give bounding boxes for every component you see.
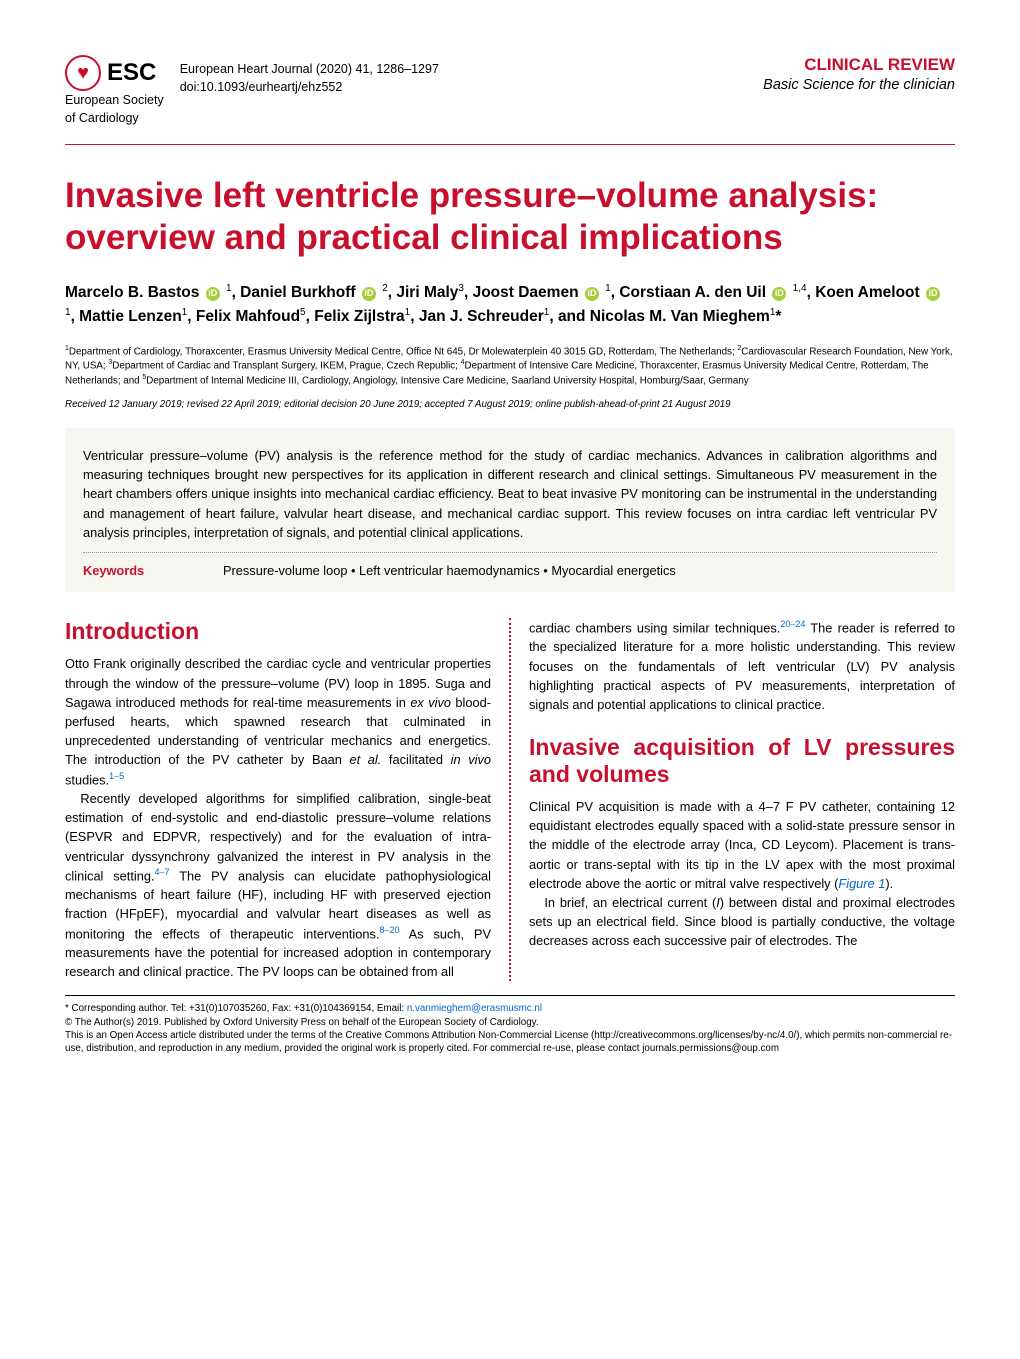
- footer-divider: [65, 995, 955, 996]
- intro-paragraph-3: cardiac chambers using similar technique…: [529, 618, 955, 714]
- header-divider: [65, 144, 955, 145]
- esc-icon-row: ♥ ESC: [65, 55, 156, 91]
- intro-paragraph-1: Otto Frank originally described the card…: [65, 654, 491, 789]
- license: This is an Open Access article distribut…: [65, 1029, 955, 1055]
- abstract-text: Ventricular pressure–volume (PV) analysi…: [83, 446, 937, 542]
- author-list: Marcelo B. Bastos iD 1, Daniel Burkhoff …: [65, 281, 955, 329]
- journal-info: European Heart Journal (2020) 41, 1286–1…: [180, 61, 439, 96]
- corresponding-author: * Corresponding author. Tel: +31(0)10703…: [65, 1002, 955, 1015]
- acquisition-paragraph-2: In brief, an electrical current (I) betw…: [529, 893, 955, 951]
- page: ♥ ESC European Society of Cardiology Eur…: [0, 0, 1020, 1095]
- right-column: cardiac chambers using similar technique…: [511, 618, 955, 981]
- review-label-block: CLINICAL REVIEW Basic Science for the cl…: [763, 55, 955, 93]
- acquisition-paragraph-1: Clinical PV acquisition is made with a 4…: [529, 797, 955, 893]
- review-type: CLINICAL REVIEW: [763, 55, 955, 75]
- heart-icon: ♥: [77, 63, 89, 83]
- email-link[interactable]: n.vanmieghem@erasmusmc.nl: [407, 1003, 542, 1014]
- left-column: Introduction Otto Frank originally descr…: [65, 618, 509, 981]
- society-abbr: ESC: [107, 59, 156, 87]
- abstract-divider: [83, 552, 937, 553]
- society-name-line2: of Cardiology: [65, 111, 139, 127]
- copyright: © The Author(s) 2019. Published by Oxfor…: [65, 1016, 955, 1029]
- section-title-intro: Introduction: [65, 618, 491, 644]
- journal-citation: European Heart Journal (2020) 41, 1286–1…: [180, 61, 439, 79]
- body-columns: Introduction Otto Frank originally descr…: [65, 618, 955, 981]
- keywords-text: Pressure-volume loop • Left ventricular …: [223, 563, 937, 578]
- article-title: Invasive left ventricle pressure–volume …: [65, 175, 955, 259]
- esc-logo: ♥ ESC European Society of Cardiology: [65, 55, 164, 126]
- section-title-acquisition: Invasive acquisition of LV pressures and…: [529, 734, 955, 787]
- keywords-label: Keywords: [83, 563, 223, 578]
- abstract-box: Ventricular pressure–volume (PV) analysi…: [65, 428, 955, 592]
- doi: doi:10.1093/eurheartj/ehz552: [180, 79, 439, 97]
- affiliations: 1Department of Cardiology, Thoraxcenter,…: [65, 344, 955, 387]
- header-row: ♥ ESC European Society of Cardiology Eur…: [65, 55, 955, 126]
- footer: * Corresponding author. Tel: +31(0)10703…: [65, 1002, 955, 1055]
- article-dates: Received 12 January 2019; revised 22 Apr…: [65, 399, 955, 410]
- keywords-row: Keywords Pressure-volume loop • Left ven…: [83, 563, 937, 578]
- society-name-line1: European Society: [65, 93, 164, 109]
- intro-paragraph-2: Recently developed algorithms for simpli…: [65, 789, 491, 981]
- logo-block: ♥ ESC European Society of Cardiology Eur…: [65, 55, 439, 126]
- heart-circle-icon: ♥: [65, 55, 101, 91]
- review-subtitle: Basic Science for the clinician: [763, 77, 955, 93]
